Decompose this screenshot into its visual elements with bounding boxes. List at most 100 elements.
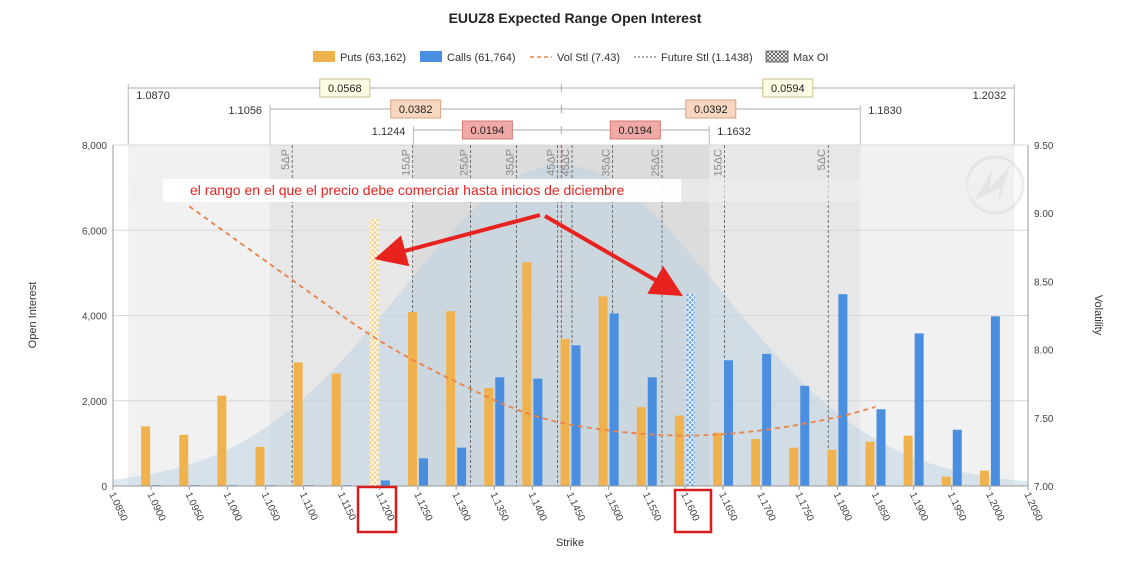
distribution-area xyxy=(113,165,1028,486)
legend-label-maxoi: Max OI xyxy=(793,52,828,64)
vol-settle-line xyxy=(188,205,877,437)
put-bar xyxy=(713,432,722,486)
put-bar xyxy=(141,426,151,486)
x-axis-title: Strike xyxy=(556,537,584,549)
x-tick-label: 1.1500 xyxy=(602,491,625,524)
annotation-box xyxy=(163,179,681,202)
x-tick-label: 1.1850 xyxy=(869,491,892,524)
x-tick-label: 1.1950 xyxy=(945,491,968,524)
legend-swatch-maxoi xyxy=(765,50,789,63)
legend: Puts (63,162) Calls (61,764) Vol Stl (7.… xyxy=(313,50,828,64)
highlight-box-max-oi-call-strike xyxy=(673,488,713,534)
delta-label: 45ΔC xyxy=(560,149,572,177)
legend-label-puts: Puts (63,162) xyxy=(340,52,406,64)
range-call-width-box-label: 0.0594 xyxy=(771,83,805,95)
x-tick-label: 1.1000 xyxy=(221,491,244,524)
delta-label: 45ΔP xyxy=(546,149,558,176)
delta-label: 15ΔC xyxy=(713,149,725,177)
x-tick-label: 1.2000 xyxy=(983,491,1006,524)
call-bar xyxy=(762,353,772,486)
put-bar xyxy=(179,434,189,486)
annotation-text: el rango en el que el precio debe comerc… xyxy=(190,182,624,198)
legend-label-vol: Vol Stl (7.43) xyxy=(557,52,620,64)
x-tick-label: 1.1300 xyxy=(449,491,472,524)
x-tick-label: 1.0900 xyxy=(144,491,167,524)
range-call-width-box xyxy=(685,99,737,119)
x-tick-label: 1.0850 xyxy=(106,491,129,524)
annotation-fade xyxy=(133,179,163,202)
put-bar xyxy=(636,407,646,486)
y-tick-label: 8,000 xyxy=(82,141,107,152)
y2-tick-label: 8.00 xyxy=(1034,346,1054,357)
y2-axis-title: Volatility xyxy=(1092,295,1104,336)
range-put-width-box xyxy=(390,99,442,119)
x-tick-label: 1.1400 xyxy=(526,491,549,524)
range-put-width-box-label: 0.0568 xyxy=(328,83,362,95)
range-high-label: 1.2032 xyxy=(973,90,1007,102)
range-high-label: 1.1830 xyxy=(868,105,902,117)
x-tick-label: 1.1700 xyxy=(754,491,777,524)
put-bar xyxy=(827,449,837,486)
put-bar xyxy=(751,439,761,486)
x-tick-label: 1.1050 xyxy=(259,491,282,524)
call-bar xyxy=(724,360,733,486)
annotation-arrow-right xyxy=(543,214,683,297)
x-tick-label: 1.1250 xyxy=(411,491,434,524)
range-call-width-box xyxy=(762,78,814,98)
call-bar xyxy=(990,316,1000,486)
delta-label: 35ΔC xyxy=(600,149,612,177)
delta-label: 5ΔP xyxy=(280,149,292,170)
call-bar xyxy=(457,447,467,486)
range-call-width-box-label: 0.0194 xyxy=(618,125,652,137)
x-tick-label: 1.1450 xyxy=(564,491,587,524)
y-tick-label: 0 xyxy=(101,482,107,493)
put-bar xyxy=(484,387,494,486)
call-bar xyxy=(800,385,810,486)
put-bar xyxy=(293,362,303,486)
y-axis-title: Open Interest xyxy=(27,282,39,349)
range-brackets: 1.0870 1.2032 0.0568 0.0594 1.1056 1.1830 0.03… xyxy=(127,78,1015,145)
call-bar xyxy=(876,409,886,486)
put-bar xyxy=(674,415,684,486)
put-bar xyxy=(522,262,532,486)
put-bar xyxy=(408,312,417,486)
put-bar xyxy=(865,441,875,486)
x-tick-label: 1.1550 xyxy=(640,491,663,524)
range-put-width-box xyxy=(319,78,371,98)
call-bar xyxy=(914,333,924,486)
range-low-label: 1.1244 xyxy=(372,126,406,138)
y2-tick-label: 9.50 xyxy=(1034,141,1054,152)
distribution-curve xyxy=(113,165,1028,486)
delta-label: 5ΔC xyxy=(816,149,828,170)
legend-label-calls: Calls (61,764) xyxy=(447,52,515,64)
annotation-arrow-left xyxy=(374,213,541,267)
legend-label-future: Future Stl (1.1438) xyxy=(661,52,753,64)
x-tick-label: 1.1200 xyxy=(373,491,396,524)
call-bar xyxy=(571,345,581,486)
call-bar xyxy=(419,458,428,486)
delta-label: 35ΔP xyxy=(504,149,516,176)
call-bar xyxy=(380,480,390,486)
chart-title: EUUZ8 Expected Range Open Interest xyxy=(449,10,702,26)
range-low-label: 1.0870 xyxy=(136,90,170,102)
range-call-width-box xyxy=(609,120,661,140)
y2-tick-label: 7.00 xyxy=(1034,482,1054,493)
put-bar xyxy=(217,395,227,486)
x-tick-label: 1.2050 xyxy=(1021,491,1044,524)
volatility-line xyxy=(188,205,877,437)
call-bar xyxy=(647,377,657,486)
put-bar xyxy=(903,435,913,486)
x-tick-label: 1.1900 xyxy=(907,491,930,524)
delta-label: 25ΔC xyxy=(650,149,662,177)
delta-label: 25ΔP xyxy=(459,149,471,176)
put-bar xyxy=(598,296,608,486)
put-bar xyxy=(331,373,341,486)
x-tick-label: 1.1350 xyxy=(488,491,511,524)
call-bar xyxy=(685,293,695,486)
put-bar xyxy=(369,218,379,486)
range-put-width-box xyxy=(461,120,513,140)
delta-label: 15ΔP xyxy=(401,149,413,176)
call-bar xyxy=(495,377,505,486)
